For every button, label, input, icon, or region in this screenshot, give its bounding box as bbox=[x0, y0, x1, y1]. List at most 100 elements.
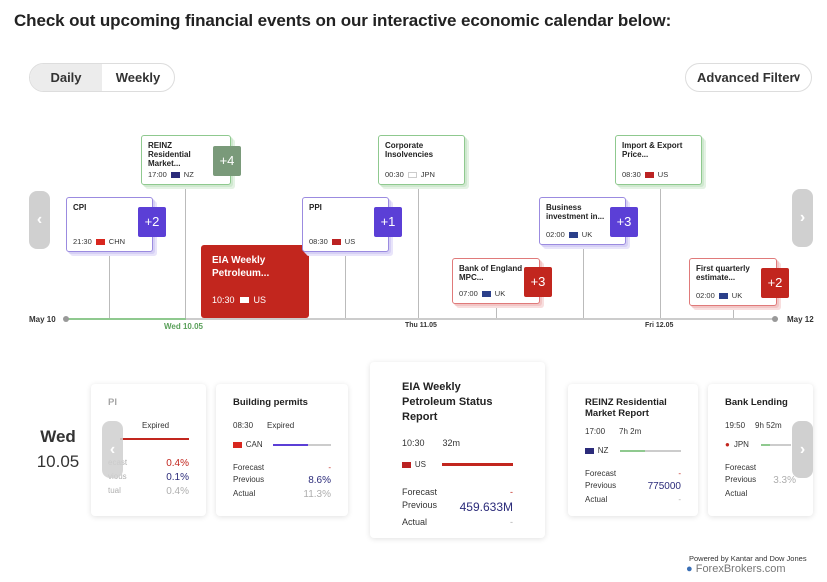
card-previous: 775000 bbox=[647, 481, 681, 492]
more-events-badge[interactable]: +3 bbox=[524, 267, 552, 297]
card-progress bbox=[760, 443, 791, 446]
timeline-fri-label: Fri 12.05 bbox=[645, 322, 674, 329]
timeline-end-dot bbox=[772, 316, 778, 322]
globe-icon: ● bbox=[686, 563, 693, 575]
event-meta: 21:30 CHN bbox=[73, 237, 126, 246]
connector-line bbox=[733, 305, 734, 318]
card-title: Bank Lending bbox=[725, 397, 788, 408]
card-title: REINZ Residential Market Report bbox=[585, 397, 667, 419]
chevron-left-icon: ‹ bbox=[36, 211, 43, 228]
uk-flag-icon bbox=[568, 231, 578, 238]
card-forecast: 0.4% bbox=[166, 458, 189, 469]
event-name: CPI bbox=[73, 203, 87, 212]
timeline-start-label: May 10 bbox=[29, 315, 56, 324]
event-meta: 08:30 US bbox=[622, 170, 669, 179]
connector-line bbox=[660, 185, 661, 318]
connector-line bbox=[185, 185, 186, 318]
card-forecast: - bbox=[678, 469, 681, 478]
event-name: Business investment in... bbox=[546, 203, 605, 221]
jpn-flag-icon: ● bbox=[725, 440, 730, 449]
event-meta: 02:00 UK bbox=[696, 291, 743, 300]
page-heading: Check out upcoming financial events on o… bbox=[14, 11, 672, 30]
day-name: Wed bbox=[40, 427, 76, 446]
powered-by-text: Powered by Kantar and Dow Jones bbox=[689, 554, 807, 563]
more-events-badge[interactable]: +2 bbox=[138, 207, 166, 237]
event-card-building-permits[interactable]: Building permits 08:30 Expired CAN Foreca… bbox=[216, 384, 348, 516]
chevron-left-icon: ‹ bbox=[109, 440, 116, 458]
card-actual: - bbox=[678, 495, 681, 504]
advanced-filter-button[interactable]: Advanced Filter ∨ bbox=[685, 63, 812, 92]
timeline-prev-button[interactable]: ‹ bbox=[29, 191, 50, 249]
uk-flag-icon bbox=[481, 290, 491, 297]
forexbrokers-watermark: ● ForexBrokers.com bbox=[686, 563, 786, 575]
connector-line bbox=[345, 252, 346, 318]
card-previous: 3.3% bbox=[773, 475, 796, 486]
event-corporate-insolvencies[interactable]: Corporate Insolvencies 00:30 JPN bbox=[378, 135, 465, 185]
event-name: Import & Export Price... bbox=[622, 141, 683, 159]
event-name: Corporate Insolvencies bbox=[385, 141, 434, 159]
connector-line bbox=[109, 252, 110, 318]
card-previous: 0.1% bbox=[166, 472, 189, 483]
view-toggle: Daily Weekly bbox=[29, 63, 175, 92]
card-title: PI bbox=[108, 397, 117, 408]
chevron-down-icon: ∨ bbox=[792, 72, 801, 84]
event-meta: 08:30 US bbox=[309, 237, 356, 246]
more-events-badge[interactable]: +2 bbox=[761, 268, 789, 298]
us-flag-icon bbox=[239, 297, 249, 303]
card-title: EIA Weekly Petroleum Status Report bbox=[402, 381, 493, 423]
card-forecast: - bbox=[328, 463, 331, 472]
event-name: Bank of England MPC... bbox=[459, 264, 523, 282]
card-forecast: - bbox=[510, 487, 513, 497]
event-meta: 07:00 UK bbox=[459, 289, 506, 298]
more-events-badge[interactable]: +3 bbox=[610, 207, 638, 237]
event-card-reinz[interactable]: REINZ Residential Market Report 17:00 7h … bbox=[568, 384, 698, 516]
timeline-end-label: May 12 bbox=[787, 315, 814, 324]
event-eia-selected[interactable]: EIA Weekly Petroleum... 10:30 US bbox=[201, 245, 309, 318]
timeline-start-dot bbox=[63, 316, 69, 322]
event-import-export-price[interactable]: Import & Export Price... 08:30 US bbox=[615, 135, 702, 185]
card-progress bbox=[120, 438, 189, 440]
card-status: Expired bbox=[267, 421, 295, 430]
event-meta: 17:00 NZ bbox=[148, 170, 194, 179]
chn-flag-icon bbox=[95, 238, 105, 245]
event-name: PPI bbox=[309, 203, 322, 212]
timeline-next-button[interactable]: › bbox=[792, 189, 813, 247]
card-progress bbox=[620, 449, 681, 452]
more-events-badge[interactable]: +1 bbox=[374, 207, 402, 237]
event-meta: 00:30 JPN bbox=[385, 170, 435, 179]
event-meta: 02:00 UK bbox=[546, 230, 593, 239]
uk-flag-icon bbox=[718, 292, 728, 299]
timeline-thu-label: Thu 11.05 bbox=[405, 322, 437, 329]
card-progress bbox=[442, 463, 513, 466]
cards-next-button[interactable]: › bbox=[792, 421, 813, 478]
nz-flag-icon bbox=[170, 171, 180, 178]
daily-tab[interactable]: Daily bbox=[30, 64, 102, 91]
us-flag-icon bbox=[402, 461, 411, 468]
timeline-wed-label: Wed 10.05 bbox=[164, 322, 203, 331]
event-card-eia-selected[interactable]: EIA Weekly Petroleum Status Report 10:30… bbox=[370, 362, 545, 538]
event-name: EIA Weekly Petroleum... bbox=[212, 255, 270, 279]
connector-line bbox=[418, 185, 419, 318]
chevron-right-icon: › bbox=[799, 440, 806, 458]
weekly-tab[interactable]: Weekly bbox=[115, 70, 161, 85]
card-title: Building permits bbox=[233, 397, 308, 408]
event-meta: 10:30 US bbox=[212, 295, 267, 305]
card-actual: 11.3% bbox=[303, 489, 331, 500]
card-actual: - bbox=[510, 517, 513, 527]
chevron-right-icon: › bbox=[799, 209, 806, 226]
nz-flag-icon bbox=[585, 447, 594, 454]
event-name: First quarterly estimate... bbox=[696, 264, 750, 282]
connector-line bbox=[496, 302, 497, 318]
event-ppi[interactable]: PPI 08:30 US bbox=[302, 197, 389, 252]
card-progress bbox=[272, 443, 331, 446]
card-previous: 8.6% bbox=[308, 475, 331, 486]
event-name: REINZ Residential Market... bbox=[148, 141, 191, 168]
more-events-badge[interactable]: +4 bbox=[213, 146, 241, 176]
cards-prev-button[interactable]: ‹ bbox=[102, 421, 123, 478]
advanced-filter-label: Advanced Filter bbox=[697, 70, 795, 85]
us-flag-icon bbox=[644, 171, 654, 178]
selected-day: Wed 10.05 bbox=[32, 427, 84, 472]
card-previous: 459.633M bbox=[459, 500, 513, 514]
connector-line bbox=[583, 245, 584, 318]
can-flag-icon bbox=[233, 441, 242, 448]
